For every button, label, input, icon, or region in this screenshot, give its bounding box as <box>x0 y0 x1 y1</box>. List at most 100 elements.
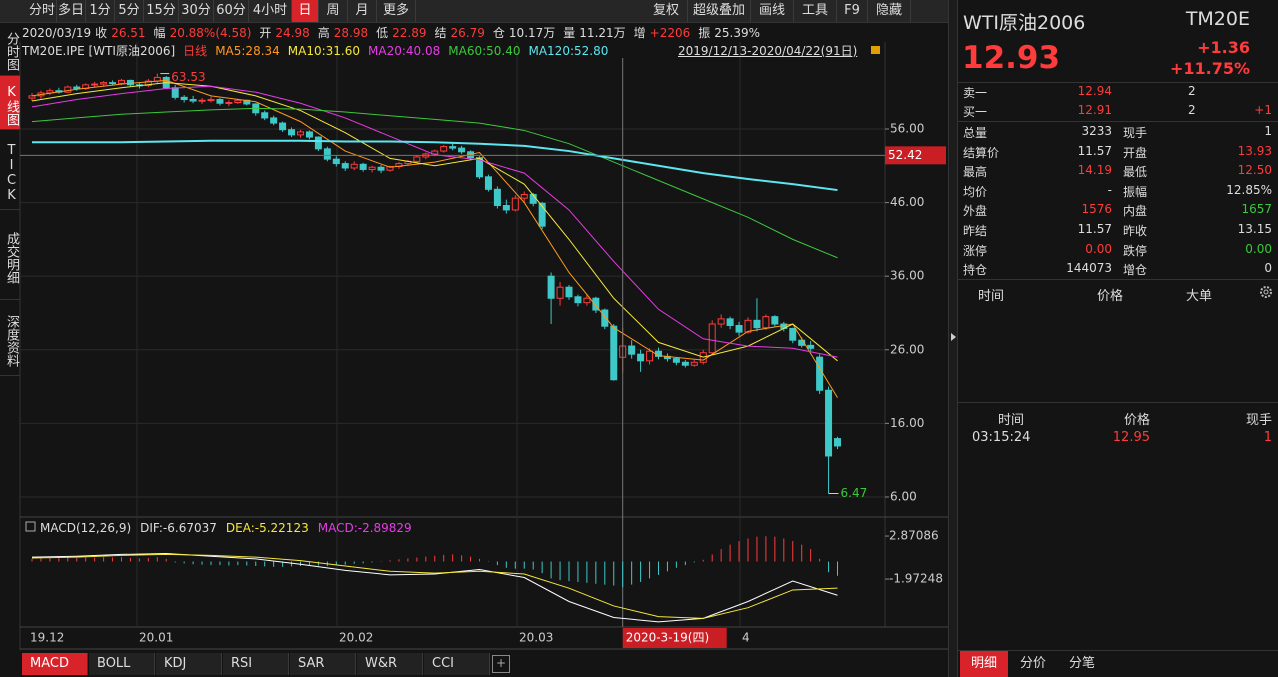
toolbar-tool[interactable]: 超级叠加 <box>688 0 751 22</box>
add-tab-icon[interactable]: + <box>492 655 510 673</box>
candle-body <box>565 286 573 298</box>
stat-label: 跌停 <box>1123 243 1148 258</box>
splitter[interactable] <box>948 0 958 677</box>
candle-body <box>449 146 457 149</box>
y-tick-label: 6.00 <box>890 489 917 503</box>
divider <box>958 121 1278 122</box>
trade-header: 现手 <box>1245 413 1272 428</box>
candle-body <box>592 297 600 311</box>
toolbar-tab[interactable]: 周 <box>319 0 348 22</box>
quote-tab[interactable]: 明细 <box>960 651 1008 677</box>
indicator-tab[interactable]: W&R <box>357 653 423 675</box>
legend-item: 日线 <box>183 44 208 58</box>
stat-label: 最低 <box>1123 165 1148 180</box>
toolbar-tool[interactable]: 复权 <box>645 0 688 22</box>
info-item: 结 <box>434 26 447 40</box>
side-tab[interactable]: K线图 <box>0 76 20 130</box>
candle-body <box>207 99 215 102</box>
side-tab[interactable]: 深度资料 <box>0 300 20 376</box>
toolbar-tab[interactable]: 分时 <box>28 0 57 22</box>
candle-body <box>484 176 492 190</box>
tick-header: 大单 <box>1186 289 1213 304</box>
stat-value: 12.85% <box>1226 182 1272 197</box>
toolbar-tab[interactable]: 日 <box>292 0 319 22</box>
stat-label: 最高 <box>963 165 988 180</box>
toolbar-tab[interactable]: 更多 <box>377 0 416 22</box>
y-tick-label: 56.00 <box>890 121 924 135</box>
ma-line <box>31 82 838 362</box>
candle-body <box>807 344 815 349</box>
candle-body <box>189 99 197 102</box>
stat-value: 13.15 <box>1237 222 1272 236</box>
toolbar-tab[interactable]: 月 <box>348 0 377 22</box>
trade-cell: 03:15:24 <box>972 430 1031 445</box>
candle-body <box>628 345 636 355</box>
indicator-tab[interactable]: MACD <box>22 653 88 675</box>
quote-tab[interactable]: 分笔 <box>1068 656 1095 671</box>
candle-body <box>279 122 287 131</box>
legend-item: MA5:28.34 <box>215 44 280 58</box>
indicator-tab[interactable]: KDJ <box>156 653 222 675</box>
toolbar-tool[interactable]: 隐藏 <box>868 0 911 22</box>
toolbar-tab[interactable]: 4小时 <box>249 0 292 22</box>
candle-body <box>708 323 716 354</box>
toolbar-tool[interactable]: F9 <box>837 0 868 22</box>
ma-line <box>31 107 838 259</box>
book-price: 12.91 <box>1077 103 1112 117</box>
indicator-tab[interactable]: CCI <box>424 653 490 675</box>
candle-body <box>762 316 770 329</box>
legend-item: TM20E.IPE [WTI原油2006] <box>22 44 176 58</box>
x-tick-label: 4 <box>742 631 750 645</box>
info-item: 10.17万 <box>508 26 556 40</box>
macd-legend-item: MACD(12,26,9) <box>40 521 132 535</box>
info-item: 20.88%(4.58) <box>169 26 252 40</box>
toolbar-tab[interactable]: 1分 <box>86 0 115 22</box>
toolbar-tool[interactable]: 画线 <box>751 0 794 22</box>
ma-line <box>31 85 838 358</box>
stat-label: 涨停 <box>963 243 988 258</box>
stat-value: 1657 <box>1241 202 1272 217</box>
candle-body <box>234 99 242 103</box>
toolbar-tab[interactable]: 5分 <box>115 0 144 22</box>
candle-body <box>547 275 555 299</box>
side-tab[interactable]: 成交明细 <box>0 210 20 300</box>
candle-body <box>359 163 367 170</box>
macd-legend: MACD(12,26,9) DIF:-6.67037 DEA:-5.22123 MAC… <box>40 520 421 536</box>
candle-body <box>672 358 680 363</box>
indicator-tab[interactable]: BOLL <box>89 653 155 675</box>
candle-body <box>753 319 761 329</box>
toolbar-tab[interactable]: 多日 <box>57 0 86 22</box>
toolbar-tab[interactable]: 30分 <box>179 0 214 22</box>
toolbar-tab[interactable]: 15分 <box>144 0 179 22</box>
stat-value: 144073 <box>1066 261 1112 276</box>
side-tab[interactable]: TICK <box>0 130 20 210</box>
info-item: 26.79 <box>450 26 485 40</box>
candle-body <box>109 82 117 85</box>
y-tick-label: 46.00 <box>890 195 924 209</box>
info-item: 幅 <box>153 26 166 40</box>
stat-label: 增仓 <box>1123 263 1148 278</box>
candle-body <box>118 79 125 84</box>
y-tick-label: 36.00 <box>890 269 924 283</box>
tick-header: 时间 <box>978 289 1005 304</box>
candle-body <box>297 131 304 136</box>
candle-body <box>556 286 564 299</box>
stat-label: 结算价 <box>963 145 1000 160</box>
candle-body <box>305 131 313 138</box>
quote-tab[interactable]: 分价 <box>1019 656 1046 671</box>
stat-value: 1 <box>1264 124 1272 138</box>
macd-y-tick-label: 2.87086 <box>889 529 939 543</box>
toolbar-tool[interactable]: 工具 <box>794 0 837 22</box>
macd-legend-item: DEA:-5.22123 <box>225 521 309 535</box>
candle-body <box>261 112 269 119</box>
candle-body <box>717 318 725 325</box>
toolbar-tab[interactable]: 60分 <box>214 0 249 22</box>
stat-label: 昨收 <box>1123 224 1148 238</box>
stat-label: 均价 <box>963 184 988 199</box>
indicator-tab[interactable]: SAR <box>290 653 356 675</box>
candle-body <box>646 350 654 362</box>
side-tab[interactable]: 分时图 <box>0 22 20 76</box>
book-label: 买一 <box>963 105 988 119</box>
indicator-tab[interactable]: RSI <box>223 653 289 675</box>
settings-icon[interactable] <box>1259 285 1273 299</box>
